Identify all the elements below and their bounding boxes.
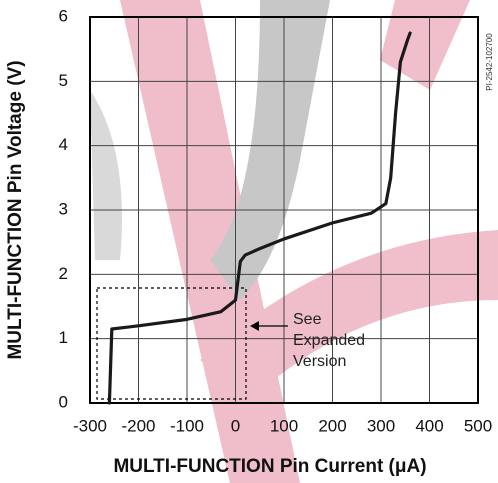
annotation-line: Expanded — [293, 332, 365, 349]
y-axis-title: MULTI-FUNCTION Pin Voltage (V) — [5, 60, 26, 359]
annotation-line: See — [293, 311, 322, 328]
watermark-shape — [210, 0, 330, 300]
annotation-line: Version — [293, 353, 346, 370]
x-tick-label: 200 — [318, 416, 346, 435]
arrow-head — [250, 321, 259, 331]
y-tick-label: 6 — [59, 6, 68, 25]
watermark-shape — [200, 230, 498, 400]
expanded-region — [96, 287, 247, 400]
x-axis-title: MULTI-FUNCTION Pin Current (μA) — [113, 456, 426, 477]
data-line — [107, 31, 412, 405]
y-tick-label: 0 — [59, 392, 68, 411]
watermark-shape — [90, 90, 122, 260]
x-tick-label: -100 — [170, 416, 204, 435]
x-tick-label: 400 — [415, 416, 443, 435]
x-tick-label: 100 — [270, 416, 298, 435]
x-tick-label: 300 — [367, 416, 395, 435]
watermark — [90, 0, 498, 483]
x-tick-label: 0 — [231, 416, 240, 435]
y-tick-label: 4 — [59, 135, 68, 154]
y-tick-label: 5 — [59, 71, 68, 90]
y-tick-label: 3 — [59, 199, 68, 218]
x-tick-label: -300 — [73, 416, 107, 435]
y-tick-label: 2 — [59, 264, 68, 283]
plot-frame — [89, 16, 479, 404]
figure-id: PI-2542-102700 — [485, 33, 494, 91]
x-tick-label: 500 — [464, 416, 492, 435]
watermark-shape — [380, 0, 470, 90]
x-tick-label: -200 — [121, 416, 155, 435]
y-tick-label: 1 — [59, 328, 68, 347]
